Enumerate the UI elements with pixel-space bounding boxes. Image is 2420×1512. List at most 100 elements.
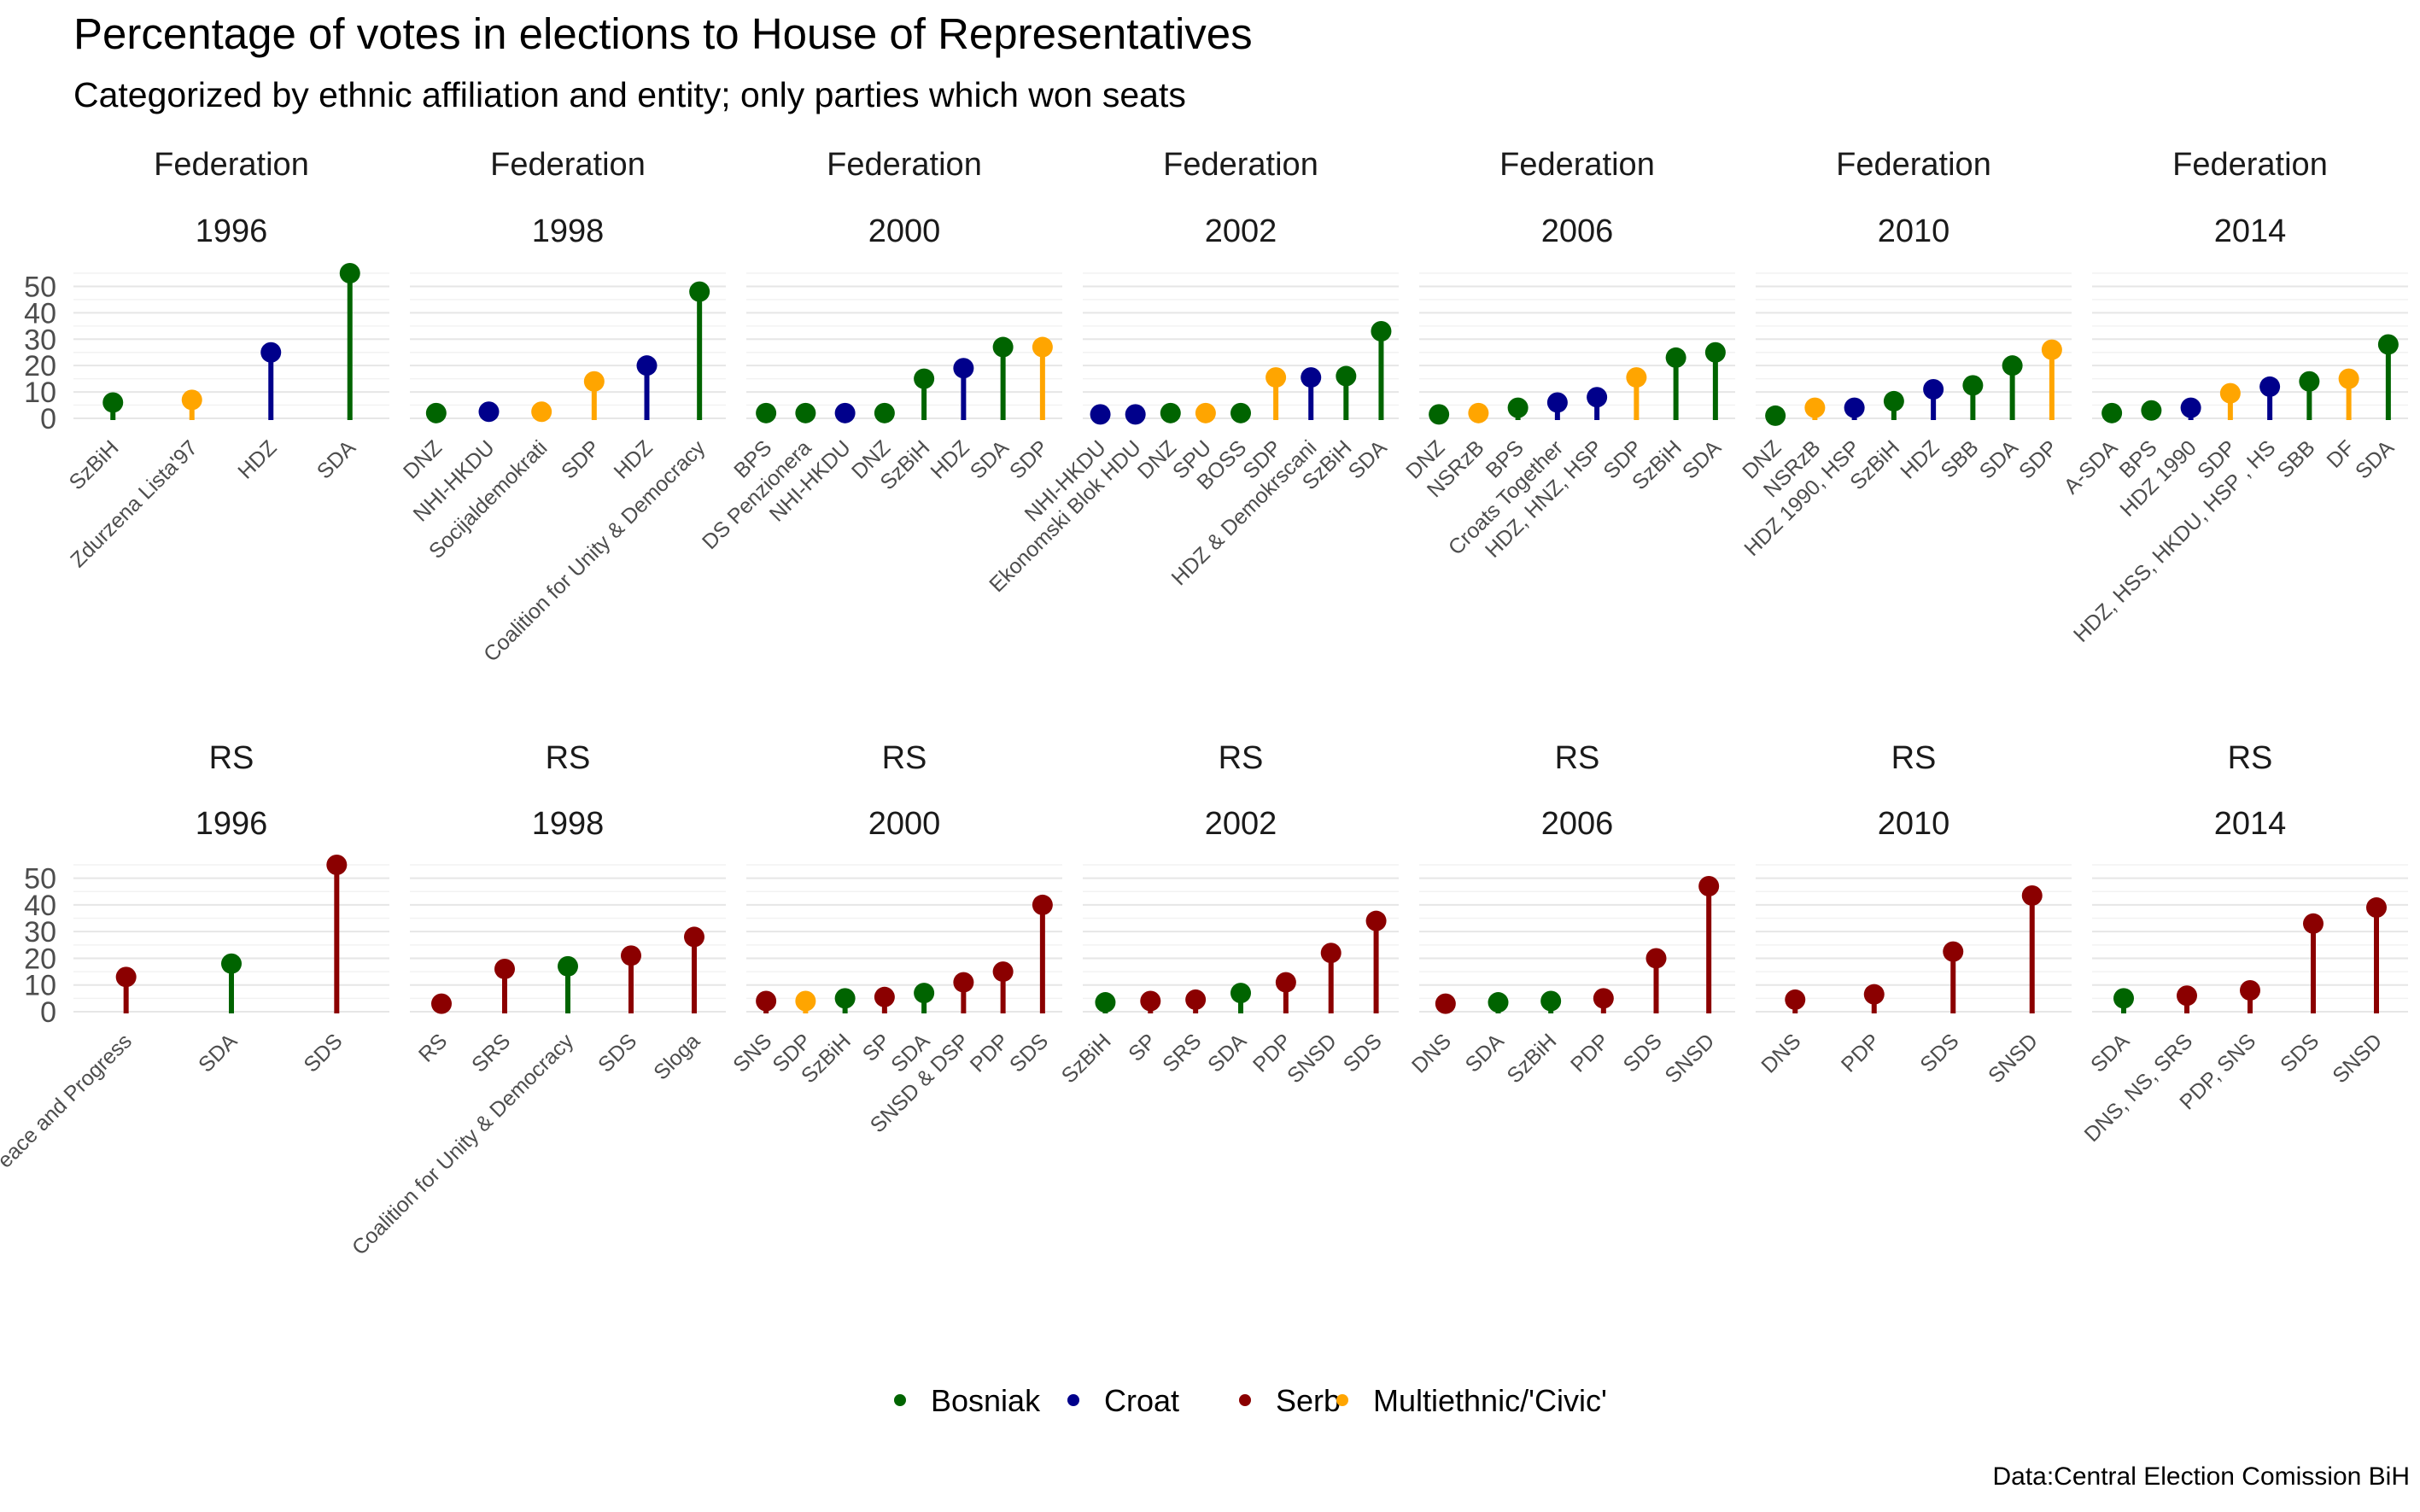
facet-entity-label: Federation <box>1499 147 1655 183</box>
legend-label: Bosniak <box>931 1383 1041 1418</box>
facet-entity-label: RS <box>1219 740 1264 776</box>
x-tick-label: SzBiH <box>65 435 124 494</box>
x-tick-label: SNSD <box>1283 1029 1342 1088</box>
lollipop-point <box>1923 379 1944 400</box>
legend-label: Serb <box>1276 1383 1341 1418</box>
lollipop-point <box>1429 404 1450 425</box>
lollipop-point <box>1185 989 1207 1010</box>
x-tick-label: HDZ <box>1896 435 1944 483</box>
lollipop-point <box>1032 336 1053 358</box>
lollipop-point <box>953 358 974 379</box>
lollipop-point <box>531 401 552 423</box>
legend-label: Croat <box>1104 1383 1179 1418</box>
lollipop-point <box>2180 397 2201 418</box>
chart-subtitle: Categorized by ethnic affiliation and en… <box>73 75 1186 114</box>
lollipop-point <box>1468 402 1489 423</box>
facet-entity-label: RS <box>1555 740 1600 776</box>
facet-year-label: 2010 <box>1878 213 1950 249</box>
lollipop-point <box>1090 404 1111 425</box>
x-tick-label: SBB <box>1936 435 1983 482</box>
lollipop-point <box>1230 402 1251 423</box>
x-tick-label: SzBiH <box>1502 1029 1561 1088</box>
lollipop-point <box>621 945 641 966</box>
lollipop-point <box>1883 390 1904 412</box>
facet-entity-label: RS <box>1891 740 1937 776</box>
facet-entity-label: RS <box>546 740 591 776</box>
x-tick-label: SDP <box>2014 435 2062 483</box>
lollipop-point <box>478 401 500 423</box>
lollipop-point <box>1507 397 1529 418</box>
lollipop-point <box>2377 334 2399 355</box>
lollipop-point <box>1320 943 1342 964</box>
lollipop-point <box>1943 941 1964 962</box>
lollipop-point <box>992 961 1014 983</box>
lollipop-point <box>2021 884 2043 906</box>
lollipop-point <box>684 926 704 948</box>
lollipop-point <box>2259 376 2281 397</box>
lollipop-point <box>1540 990 1562 1012</box>
lollipop-point <box>1230 983 1251 1004</box>
facet-year-label: 2006 <box>1541 806 1614 842</box>
lollipop-point <box>636 355 658 377</box>
lollipop-point <box>795 990 816 1012</box>
lollipop-point <box>756 402 777 423</box>
x-tick-label: SRS <box>1158 1029 1206 1077</box>
lollipop-point <box>221 953 242 974</box>
facet-year-label: 2002 <box>1205 213 1277 249</box>
y-tick-label: 30 <box>24 916 56 949</box>
x-tick-label: SDA <box>1203 1029 1251 1077</box>
lollipop-point <box>1032 894 1053 915</box>
lollipop-point <box>326 855 348 875</box>
facet-entity-label: RS <box>882 740 927 776</box>
lollipop-point <box>2002 355 2023 377</box>
x-tick-label: DNZ <box>1133 435 1181 483</box>
lollipop-point <box>2041 339 2062 360</box>
lollipop-point <box>1488 992 1509 1013</box>
y-tick-label: 40 <box>24 297 56 330</box>
x-tick-label: Sloga <box>649 1029 704 1084</box>
lollipop-point <box>1645 948 1667 969</box>
x-tick-label: SDA <box>313 435 360 483</box>
x-tick-label: DNS, NS, SRS <box>2080 1029 2198 1147</box>
lollipop-point <box>1587 387 1608 408</box>
lollipop-point <box>1698 876 1720 897</box>
lollipop-point <box>2219 382 2241 404</box>
legend-label: Multiethnic/'Civic' <box>1373 1383 1607 1418</box>
y-tick-label: 50 <box>24 863 56 896</box>
facet-year-label: 2000 <box>868 806 941 842</box>
facet-year-label: 2006 <box>1541 213 1614 249</box>
y-tick-label: 10 <box>24 970 56 1002</box>
facet-year-label: 1996 <box>196 806 268 842</box>
lollipop-point <box>260 342 282 363</box>
x-tick-label: Coalition for Unity & Democracy <box>348 1029 579 1260</box>
x-tick-label: SDS <box>2276 1029 2324 1077</box>
x-tick-label: SDS <box>1915 1029 1963 1077</box>
x-tick-label: HDZ <box>610 435 658 483</box>
lollipop-point <box>1704 342 1726 363</box>
lollipop-point <box>1195 402 1216 423</box>
facet-year-label: 2000 <box>868 213 941 249</box>
lollipop-point <box>1095 992 1116 1013</box>
lollipop-point <box>1301 367 1322 388</box>
lollipop-point <box>1593 988 1614 1009</box>
x-tick-label: PDP <box>1837 1029 1885 1077</box>
lollipop-point <box>1785 989 1806 1010</box>
x-tick-label: SDA <box>194 1029 242 1077</box>
lollipop-point <box>181 389 202 411</box>
lollipop-point <box>1962 375 1984 396</box>
facet-entity-label: Federation <box>490 147 646 183</box>
lollipop-point <box>2299 371 2320 392</box>
lollipop-point <box>874 402 895 423</box>
facet-entity-label: RS <box>209 740 254 776</box>
lollipop-point <box>756 990 777 1012</box>
x-tick-label: SNSD <box>1984 1029 2043 1088</box>
facet-year-label: 2014 <box>2214 213 2287 249</box>
x-tick-label: HDZ <box>233 435 281 483</box>
lollipop-point <box>2366 897 2387 919</box>
legend-key <box>1067 1394 1079 1406</box>
x-tick-label: SP <box>1124 1029 1160 1065</box>
lollipop-point <box>425 402 447 423</box>
facet-year-label: 1996 <box>196 213 268 249</box>
lollipop-point <box>689 281 710 302</box>
facet-year-label: 2010 <box>1878 806 1950 842</box>
